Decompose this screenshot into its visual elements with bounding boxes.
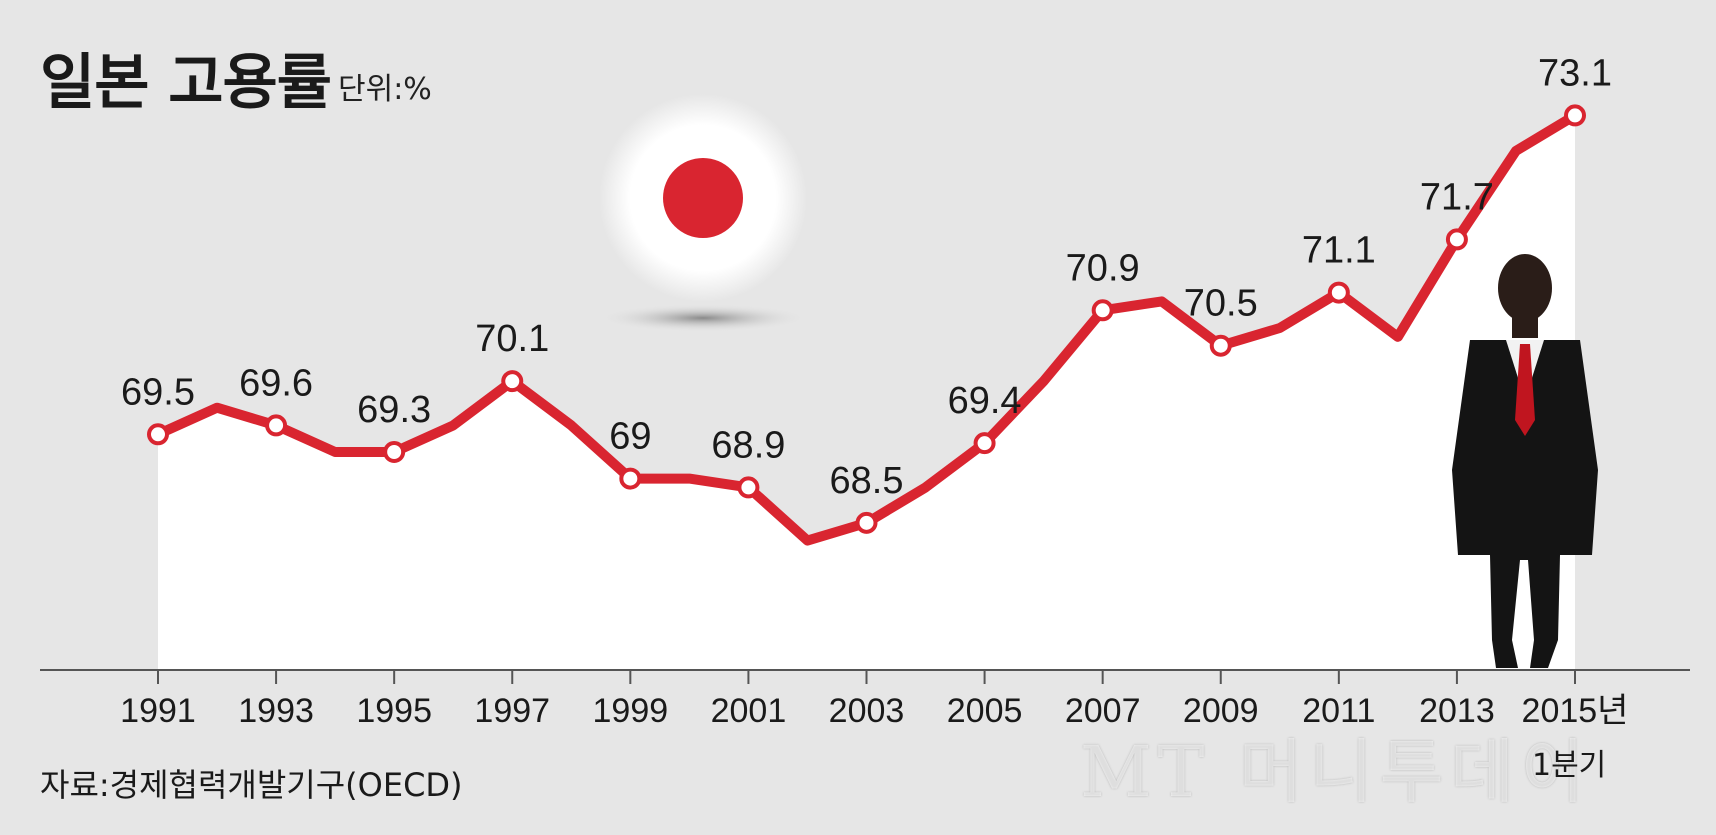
x-tick-label: 2013 (1419, 692, 1495, 730)
x-tick-label: 2015년 (1522, 692, 1629, 730)
data-label: 70.5 (1184, 283, 1258, 325)
x-tick-label: 1991 (120, 692, 196, 730)
data-label: 68.5 (830, 460, 904, 502)
data-point-minor (214, 404, 221, 411)
data-point-minor (1276, 325, 1283, 331)
data-label: 69 (609, 416, 651, 458)
data-point (1091, 299, 1114, 322)
data-point-minor (1040, 378, 1047, 385)
watermark-logo: MT 머니투데이 (1080, 731, 1591, 813)
data-point (265, 414, 288, 437)
data-point-minor (1512, 147, 1519, 154)
businessman-figure-icon (1452, 254, 1598, 668)
x-tick-label: 2001 (711, 692, 787, 730)
data-point (737, 476, 760, 499)
data-point (1327, 281, 1350, 304)
chart-title: 일본 고용률 (40, 48, 332, 118)
data-label: 73.1 (1538, 52, 1612, 94)
data-point (147, 423, 169, 446)
data-point-minor (568, 422, 575, 429)
x-tick-label: 1997 (474, 692, 550, 730)
data-point-minor (686, 475, 693, 482)
source-note: 자료:경제협력개발기구(OECD) (40, 766, 463, 804)
person-suit (1452, 340, 1598, 668)
x-tick-label: 2007 (1065, 692, 1141, 730)
data-point-minor (804, 537, 811, 544)
data-label: 70.1 (475, 318, 549, 360)
area-fill (158, 115, 1575, 670)
x-tick-label: 2005 (947, 692, 1023, 730)
data-label: 69.4 (948, 380, 1022, 422)
data-point-minor (332, 449, 339, 455)
data-label: 71.7 (1420, 176, 1494, 218)
person-head (1498, 254, 1552, 322)
data-point (619, 467, 642, 490)
x-tick-label: 1993 (238, 692, 314, 730)
x-tick-label: 2011 (1302, 692, 1375, 730)
x-tick-label: 1999 (593, 692, 669, 730)
data-point (1209, 334, 1232, 357)
data-label: 69.3 (357, 389, 431, 431)
data-point (973, 432, 996, 455)
x-tick-label: 2003 (829, 692, 905, 730)
data-label: 69.5 (121, 371, 195, 413)
x-tick-label: 2009 (1183, 692, 1259, 730)
data-label: 68.9 (711, 424, 785, 466)
unit-label: 단위:% (338, 72, 432, 107)
x-tick-label: 1995 (356, 692, 432, 730)
data-point-minor (1394, 333, 1401, 340)
data-point-minor (922, 484, 929, 491)
data-point (383, 441, 406, 463)
data-label: 69.6 (239, 362, 313, 404)
person-tie (1515, 344, 1535, 436)
data-point (855, 511, 878, 534)
flag-sun (663, 158, 743, 238)
data-point-minor (450, 422, 457, 429)
quarter-note: 1분기 (1532, 748, 1607, 783)
person-neck (1512, 316, 1538, 338)
data-point-minor (1158, 298, 1165, 305)
japan-flag-icon (598, 94, 808, 332)
data-point (1564, 104, 1586, 127)
data-point (1445, 228, 1468, 251)
data-point (501, 370, 524, 393)
data-label: 70.9 (1066, 247, 1140, 289)
data-label: 71.1 (1302, 230, 1376, 272)
flag-shadow (598, 304, 808, 332)
